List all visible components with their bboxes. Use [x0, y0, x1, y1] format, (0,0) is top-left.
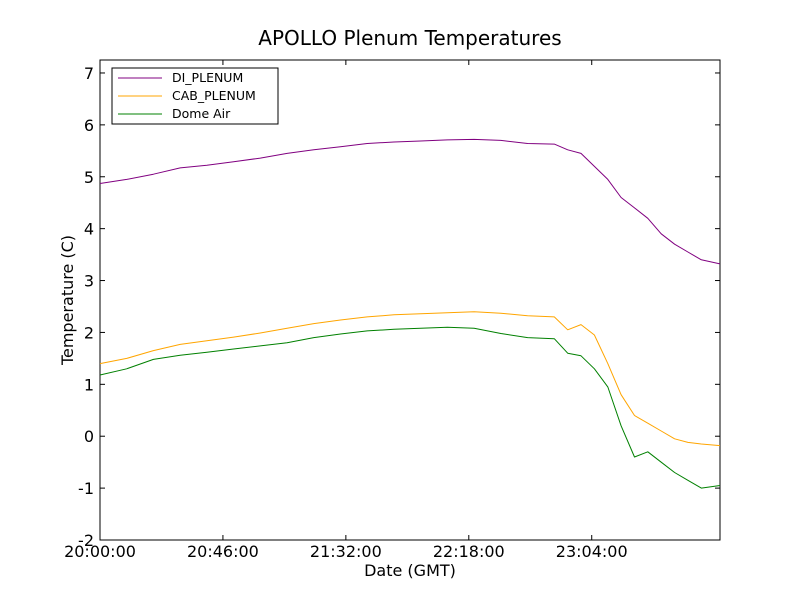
- series-line-di-plenum: [99, 138, 721, 265]
- x-tick-label: 20:00:00: [64, 542, 136, 561]
- series-line-cab-plenum: [99, 311, 721, 447]
- plot-frame: [99, 59, 721, 541]
- legend-label-cab-plenum: CAB_PLENUM: [172, 88, 256, 103]
- series-lines: [99, 138, 721, 489]
- y-tick-label: 5: [84, 168, 94, 187]
- y-axis-label: Temperature (C): [58, 235, 77, 366]
- x-tick-label: 23:04:00: [556, 542, 628, 561]
- y-tick-label: 2: [84, 323, 94, 342]
- series-line-dome-air: [99, 326, 721, 489]
- y-tick-label: 3: [84, 272, 94, 291]
- plot-area: -2 -1 0 1 2 3 4 5 6 7 20:00:00 20:46:00 21:32:00 22:1…: [64, 59, 721, 561]
- y-tick-label: 0: [84, 427, 94, 446]
- x-tick-label: 22:18:00: [433, 542, 505, 561]
- chart-title: APOLLO Plenum Temperatures: [258, 26, 561, 50]
- y-tick-label: -2: [78, 531, 94, 550]
- legend-label-di-plenum: DI_PLENUM: [172, 70, 243, 85]
- y-tick-label: 6: [84, 116, 94, 135]
- y-tick-label: 7: [84, 64, 94, 83]
- x-axis-label: Date (GMT): [364, 561, 456, 580]
- x-tick-label: 20:46:00: [187, 542, 259, 561]
- legend-label-dome-air: Dome Air: [172, 106, 231, 121]
- legend: DI_PLENUM CAB_PLENUM Dome Air: [111, 67, 279, 125]
- axis-ticks: -2 -1 0 1 2 3 4 5 6 7 20:00:00 20:46:00 21:32:00 22:1…: [64, 60, 720, 561]
- y-tick-label: 4: [84, 220, 94, 239]
- y-tick-label: -1: [78, 479, 94, 498]
- y-tick-label: 1: [84, 375, 94, 394]
- x-tick-label: 21:32:00: [310, 542, 382, 561]
